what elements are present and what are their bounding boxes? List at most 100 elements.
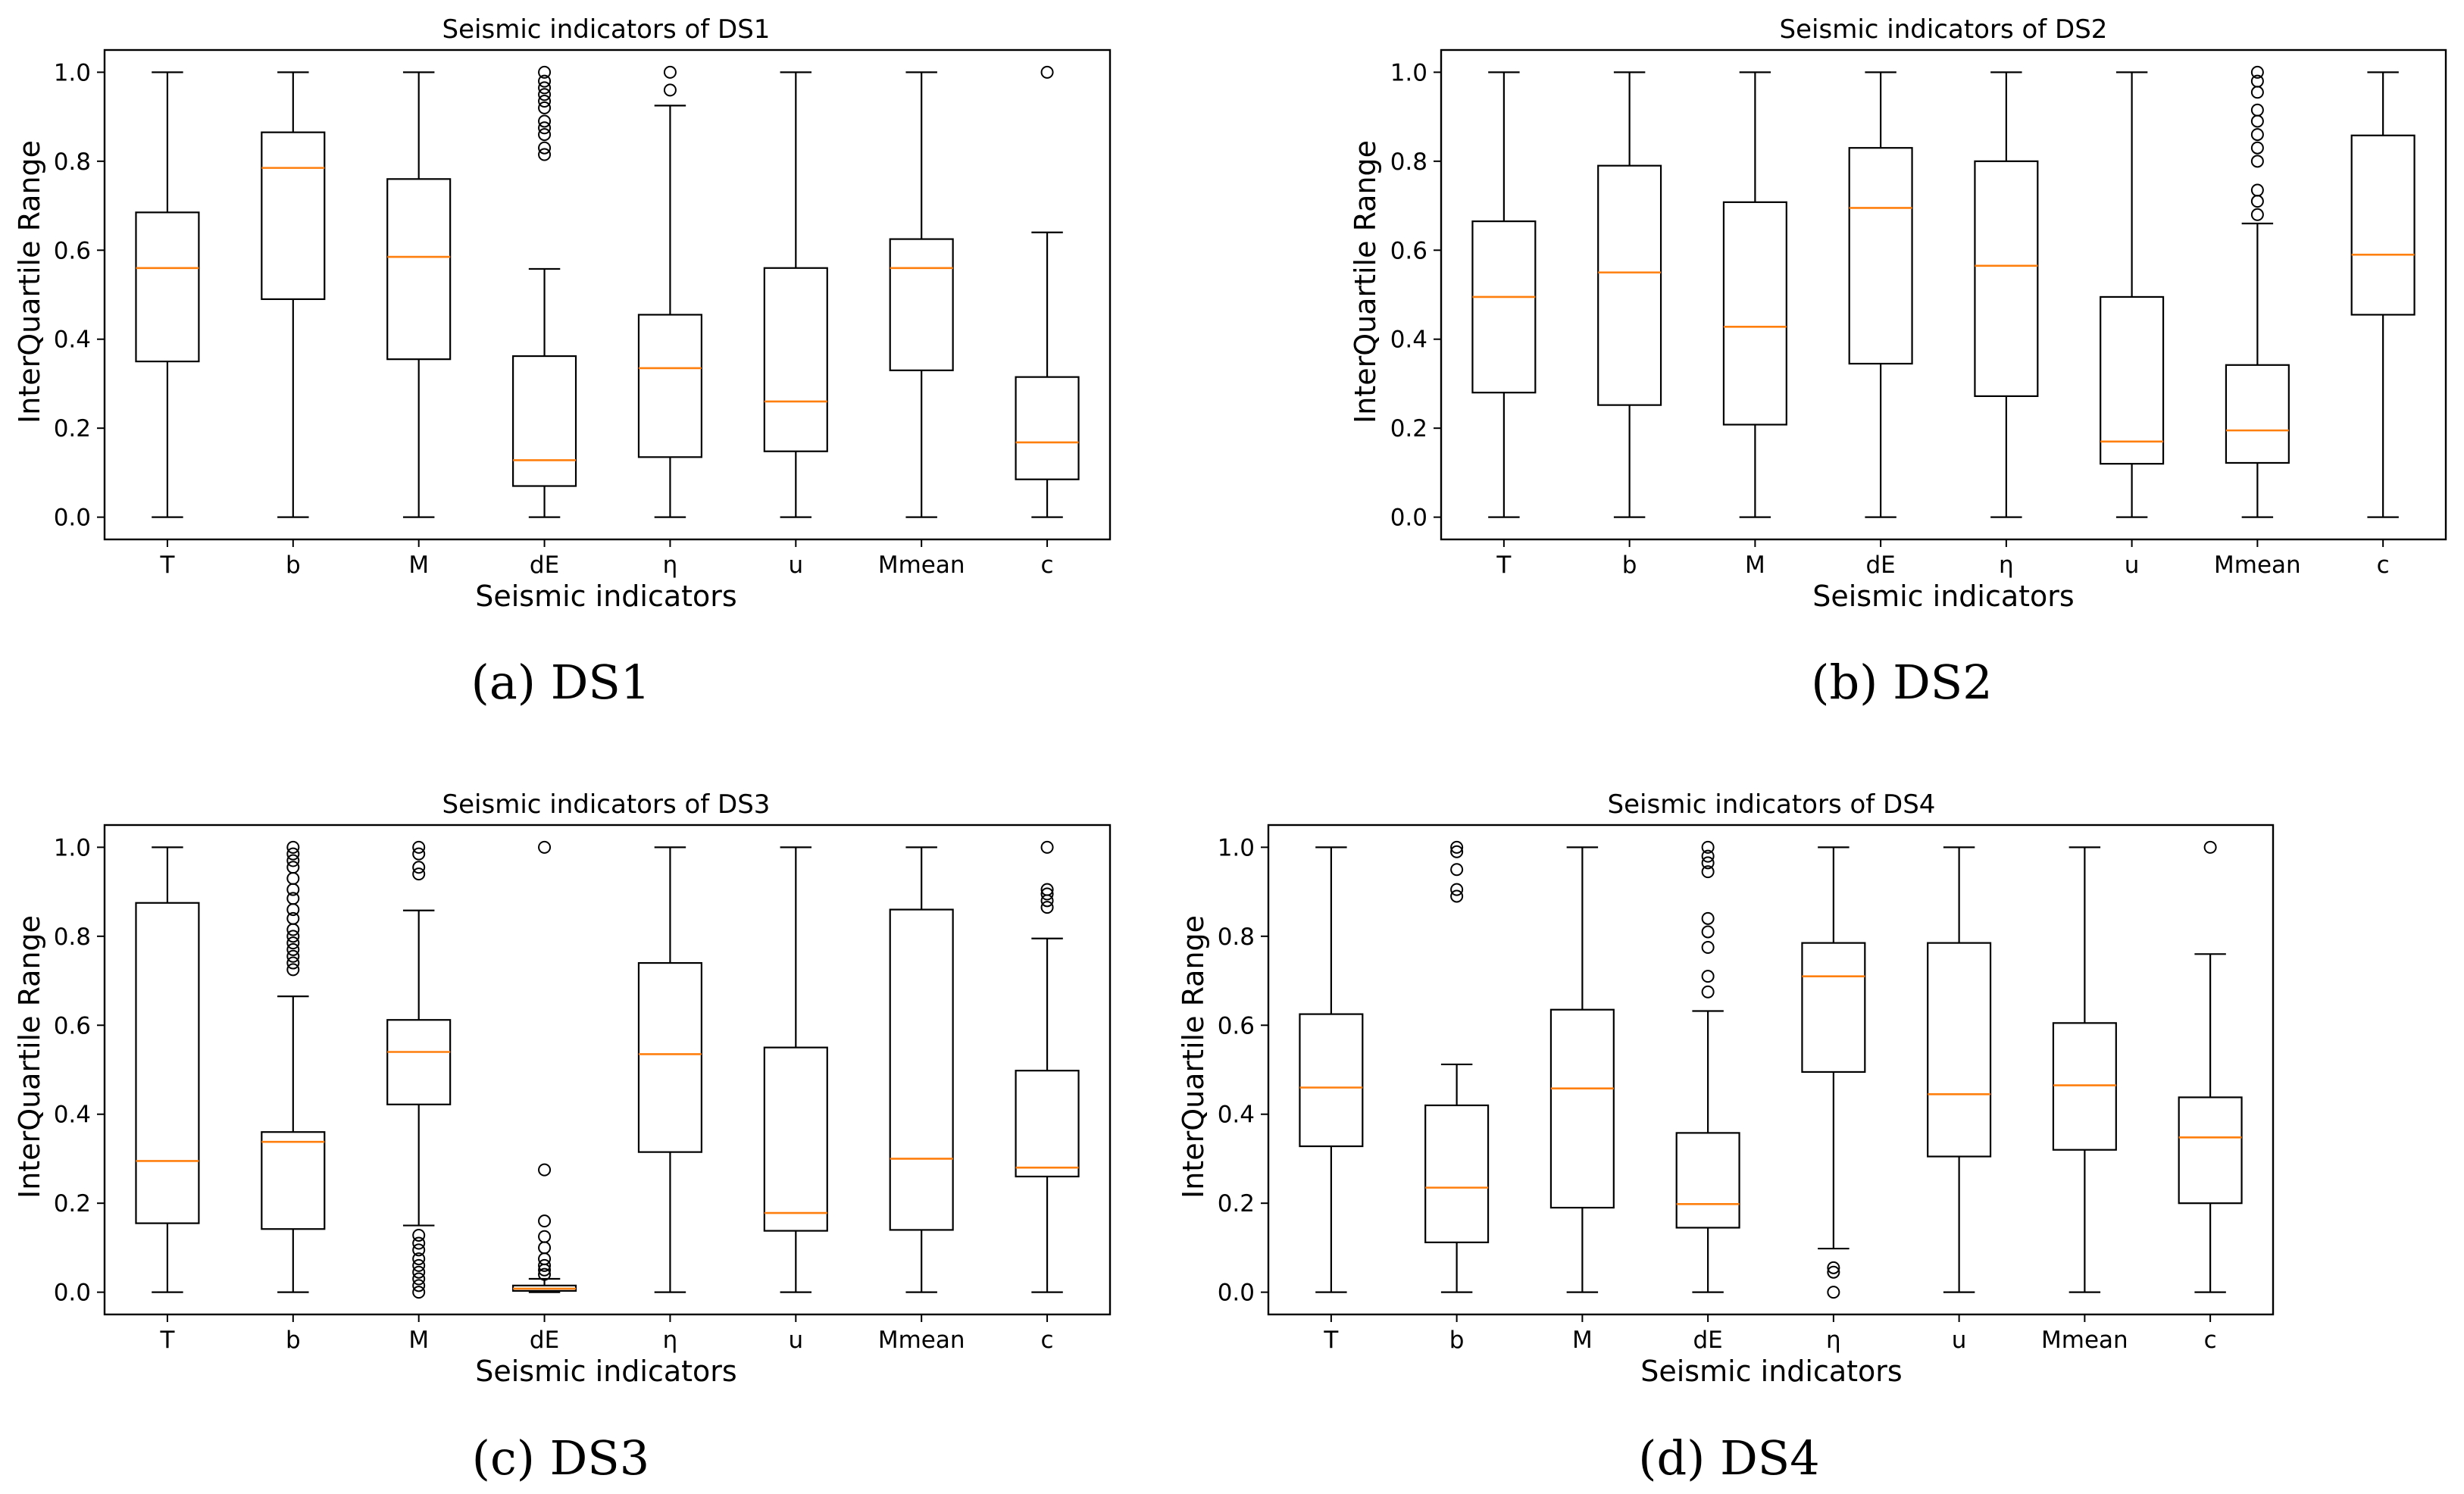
iqr-box [1801, 942, 1866, 1074]
outlier-point [2250, 65, 2264, 79]
outlier-point [1040, 65, 1054, 79]
x-axis-label: Seismic indicators [475, 580, 736, 613]
box-M [386, 71, 452, 518]
iqr-box [1471, 220, 1537, 394]
outlier-point [2250, 208, 2264, 221]
box-η [1801, 846, 1866, 1299]
iqr-box [1015, 1070, 1080, 1178]
outlier-point [1450, 883, 1464, 896]
outlier-point [412, 1252, 426, 1266]
x-tick-label: M [1745, 552, 1765, 579]
iqr-box [1927, 942, 1992, 1158]
iqr-box [1974, 160, 2039, 397]
x-tick-label: T [159, 552, 175, 579]
x-tick-label: Mmean [2214, 552, 2301, 579]
y-tick-label: 0.6 [1390, 237, 1427, 264]
panel-caption: (b) DS2 [1811, 655, 1992, 710]
outlier-point [412, 847, 426, 861]
outlier-point [1040, 840, 1054, 854]
outlier-point [538, 1214, 552, 1228]
y-tick-label: 0.8 [1218, 924, 1255, 951]
y-tick-label: 0.6 [1218, 1012, 1255, 1039]
panel-ds4: Seismic indicators of DS4 0.00.20.40.60.… [1177, 789, 2275, 1486]
iqr-box [1424, 1104, 1490, 1243]
y-tick-label: 0.2 [54, 1190, 91, 1217]
panel-caption: (c) DS3 [472, 1430, 649, 1486]
x-tick-label: b [1622, 552, 1637, 579]
iqr-box [1675, 1132, 1740, 1229]
box-b [1597, 71, 1662, 518]
iqr-box [2225, 364, 2290, 464]
panel-caption: (d) DS4 [1638, 1430, 1819, 1486]
iqr-box [1848, 147, 1913, 365]
x-tick-label: b [1449, 1327, 1465, 1354]
outlier-point [538, 1267, 552, 1281]
outlier-point [538, 95, 552, 108]
outlier-point [2250, 74, 2264, 88]
outlier-point [2250, 141, 2264, 155]
axes-frame [103, 48, 1112, 541]
iqr-box [763, 267, 828, 452]
outlier-point [412, 861, 426, 874]
box-η [637, 846, 703, 1293]
box-dE [511, 65, 577, 518]
x-tick-label: c [2377, 552, 2390, 579]
y-tick-label: 0.8 [54, 148, 91, 176]
outlier-point [412, 1279, 426, 1292]
iqr-box [511, 355, 577, 487]
box-η [637, 65, 703, 518]
box-Mmean [889, 71, 954, 518]
x-tick-label: u [1952, 1327, 1967, 1354]
y-tick-label: 0.2 [54, 415, 91, 442]
x-tick-label: u [2125, 552, 2140, 579]
panel-title: Seismic indicators of DS2 [1780, 14, 2108, 45]
x-tick-label: Mmean [878, 552, 965, 579]
x-tick-label: Mmean [2041, 1327, 2128, 1354]
iqr-box [386, 178, 452, 361]
iqr-box [889, 238, 954, 371]
x-tick-label: T [1496, 552, 1512, 579]
outlier-point [663, 83, 677, 97]
y-tick-label: 1.0 [54, 59, 91, 86]
outlier-point [538, 1163, 552, 1177]
y-tick-label: 0.8 [1390, 148, 1427, 176]
x-tick-label: T [159, 1327, 175, 1354]
outlier-point [1040, 883, 1054, 896]
outlier-point [1701, 856, 1715, 870]
y-axis-label: InterQuartile Range [1177, 915, 1210, 1199]
box-c [2350, 71, 2416, 518]
box-b [261, 840, 326, 1293]
y-tick-label: 0.8 [54, 924, 91, 951]
x-tick-label: η [1826, 1327, 1841, 1354]
box-b [261, 71, 326, 518]
x-tick-label: η [1999, 552, 2014, 579]
box-T [1471, 71, 1537, 518]
panel-ds3: Seismic indicators of DS3 0.00.20.40.60.… [13, 789, 1112, 1486]
box-u [2100, 71, 2165, 518]
outlier-point [1701, 865, 1715, 879]
outlier-point [1701, 941, 1715, 954]
outlier-point [2250, 103, 2264, 117]
outlier-point [1040, 901, 1054, 914]
y-tick-label: 0.6 [54, 1012, 91, 1039]
outlier-point [286, 963, 300, 977]
y-tick-label: 0.6 [54, 237, 91, 264]
panel-title: Seismic indicators of DS1 [442, 14, 771, 45]
outlier-point [412, 1286, 426, 1299]
x-tick-label: M [408, 1327, 429, 1354]
iqr-box [2100, 295, 2165, 465]
x-tick-label: c [2204, 1327, 2217, 1354]
box-M [1722, 71, 1787, 518]
outlier-point [1701, 985, 1715, 999]
iqr-box [637, 314, 703, 458]
outlier-point [286, 892, 300, 905]
outlier-point [1827, 1286, 1840, 1299]
outlier-point [2250, 183, 2264, 197]
axes-frame [103, 824, 1112, 1316]
iqr-box [637, 961, 703, 1153]
x-tick-label: dE [1693, 1327, 1722, 1354]
x-tick-label: M [408, 552, 429, 579]
